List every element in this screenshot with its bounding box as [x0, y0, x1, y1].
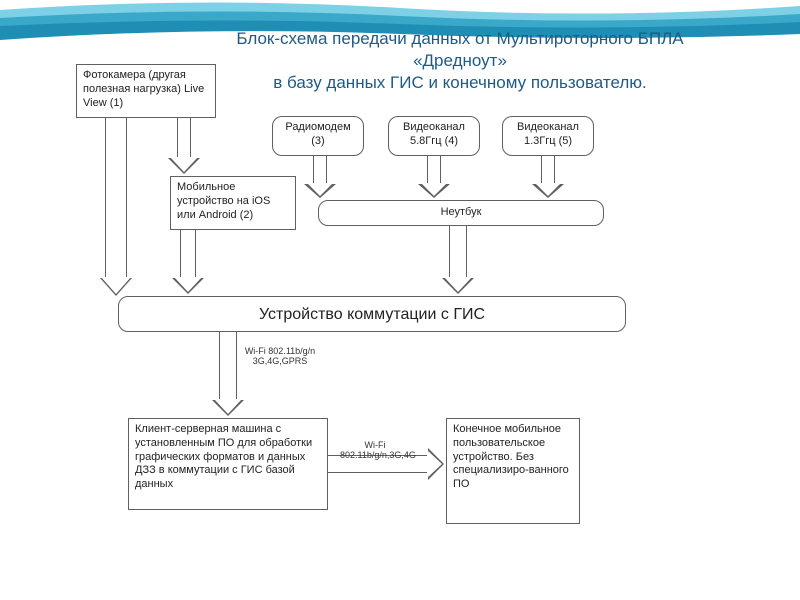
arrow-label-wifi1: Wi-Fi 802.11b/g/n 3G,4G,GPRS	[240, 346, 320, 367]
node-enduser: Конечное мобильное пользовательское устр…	[446, 418, 580, 524]
arrow-video1-netbook	[414, 156, 454, 200]
node-client: Клиент-серверная машина с установленным …	[128, 418, 328, 510]
node-camera-text: Фотокамера (другая полезная нагрузка) Li…	[83, 69, 204, 109]
node-camera: Фотокамера (другая полезная нагрузка) Li…	[76, 64, 216, 118]
node-video1-text: Видеоканал 5.8Ггц (4)	[403, 121, 465, 147]
arrow-mobile-gis	[168, 230, 208, 296]
node-video2: Видеоканал 1.3Ггц (5)	[502, 116, 594, 156]
node-enduser-text: Конечное мобильное пользовательское устр…	[453, 423, 569, 490]
arrow-gis-client	[208, 332, 248, 418]
node-client-text: Клиент-серверная машина с установленным …	[135, 423, 312, 490]
arrow-radio-netbook	[300, 156, 340, 200]
node-video2-text: Видеоканал 1.3Ггц (5)	[517, 121, 579, 147]
node-netbook-text: Неутбук	[441, 206, 482, 218]
arrow-video2-netbook	[528, 156, 568, 200]
node-gis: Устройство коммутации с ГИС	[118, 296, 626, 332]
node-netbook: Неутбук	[318, 200, 604, 226]
node-video1: Видеоканал 5.8Ггц (4)	[388, 116, 480, 156]
title-line2: в базу данных ГИС и конечному пользовате…	[273, 73, 647, 92]
page-title: Блок-схема передачи данных от Мультирото…	[230, 28, 690, 94]
node-gis-text: Устройство коммутации с ГИС	[259, 306, 485, 323]
arrow-label-wifi2: Wi-Fi 802.11b/g/n,3G,4G	[340, 440, 410, 461]
node-radio: Радиомодем (3)	[272, 116, 364, 156]
arrow-camera-mobile	[164, 118, 204, 176]
node-radio-text: Радиомодем (3)	[285, 121, 350, 147]
title-line1: Блок-схема передачи данных от Мультирото…	[236, 29, 683, 70]
arrow-camera-gis	[96, 118, 136, 296]
node-mobile-text: Мобильное устройство на iOS или Android …	[177, 181, 270, 221]
arrow-netbook-gis	[438, 226, 478, 296]
node-mobile: Мобильное устройство на iOS или Android …	[170, 176, 296, 230]
